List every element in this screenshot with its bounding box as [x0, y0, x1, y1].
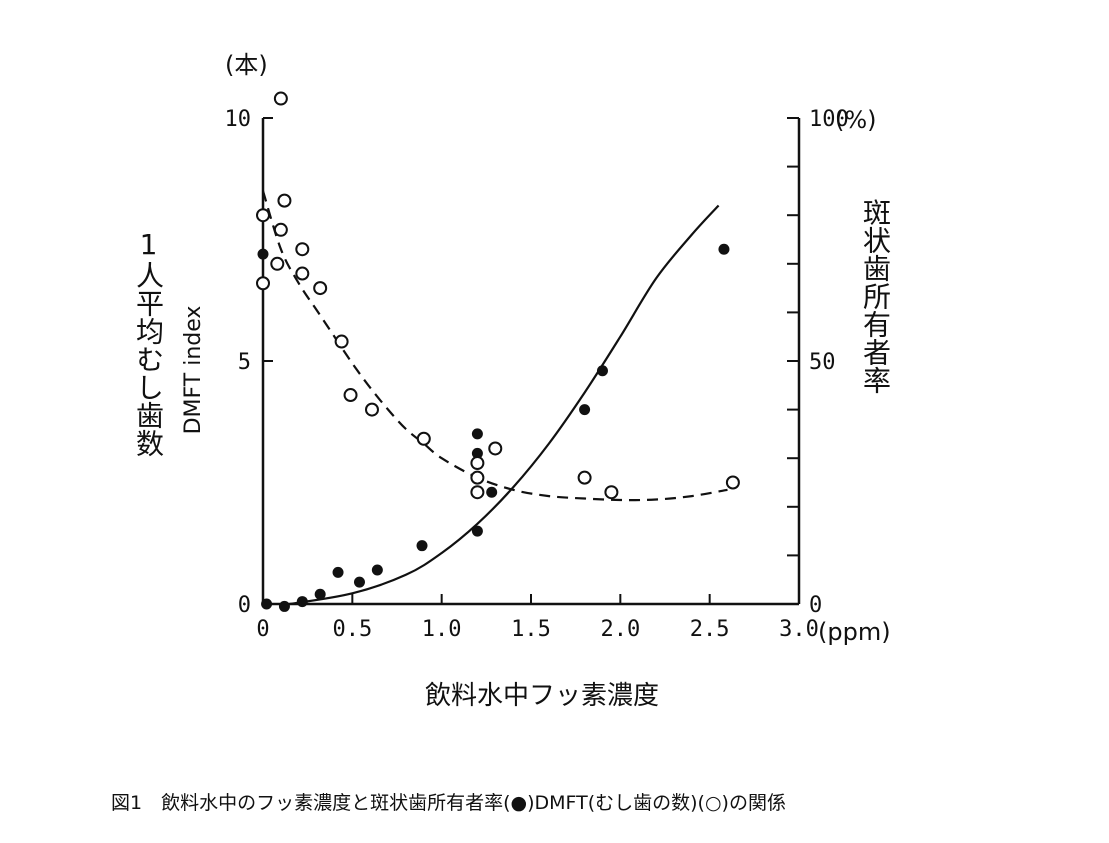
y-right-tick-label: 0 — [809, 593, 822, 618]
data-point-filled — [261, 598, 273, 610]
data-point-open — [256, 276, 270, 291]
data-point-open — [416, 431, 431, 446]
data-point-open — [273, 91, 288, 106]
fit-curve-solid — [289, 204, 720, 606]
x-tick-label: 1.0 — [422, 617, 462, 642]
y-right-tick-label: 100 — [809, 107, 849, 132]
data-point-filled — [471, 428, 483, 440]
y-left-tick-label: 0 — [238, 593, 251, 618]
y-left-tick-label: 5 — [238, 350, 251, 375]
data-point-filled — [416, 540, 428, 552]
data-point-open — [470, 485, 485, 500]
x-tick-label: 2.0 — [600, 617, 640, 642]
data-point-filled — [471, 525, 483, 537]
x-axis-label: 飲料水中フッ素濃度 — [425, 681, 660, 711]
y-left-tick-label: 10 — [225, 107, 252, 132]
data-point-open — [604, 485, 619, 500]
data-point-filled — [296, 596, 308, 608]
data-point-open — [470, 470, 485, 485]
data-point-filled — [596, 365, 608, 377]
figure-caption: 図1 飲料水中のフッ素濃度と斑状歯所有者率(●)DMFT(むし歯の数)(○)の関… — [111, 792, 786, 814]
data-point-open — [295, 266, 310, 281]
data-point-open — [313, 281, 328, 296]
ylabel-left: 1人平均むし歯数 — [132, 228, 165, 457]
fit-curve-dashed — [261, 190, 728, 502]
x-tick-label: 0 — [256, 617, 269, 642]
data-point-open — [577, 470, 592, 485]
data-point-filled — [718, 243, 730, 255]
fit-curves — [261, 190, 728, 606]
data-point-open — [273, 222, 288, 237]
data-points — [256, 91, 740, 612]
data-point-open — [725, 475, 740, 490]
data-point-filled — [257, 248, 269, 260]
data-point-filled — [371, 564, 383, 576]
x-tick-label: 3.0 — [779, 617, 819, 642]
data-point-open — [270, 256, 285, 271]
data-point-open — [256, 208, 270, 223]
data-point-filled — [471, 447, 483, 459]
data-point-filled — [332, 566, 344, 578]
left-unit-label: (本) — [225, 51, 268, 79]
data-point-filled — [278, 600, 290, 612]
data-point-filled — [579, 404, 591, 416]
data-point-open — [277, 193, 292, 208]
data-point-filled — [486, 486, 498, 498]
right-unit-label: (%) — [835, 106, 877, 134]
data-point-open — [343, 388, 358, 403]
data-point-filled — [353, 576, 365, 588]
x-tick-label: 1.5 — [511, 617, 551, 642]
data-point-open — [364, 402, 379, 417]
ylabel-left-sub: DMFT index — [181, 306, 206, 435]
data-point-open — [470, 456, 485, 471]
data-point-filled — [314, 588, 326, 600]
data-point-open — [334, 334, 349, 349]
data-point-open — [488, 441, 503, 456]
y-right-tick-label: 50 — [809, 350, 836, 375]
x-tick-label: 2.5 — [690, 617, 730, 642]
x-unit-label: (ppm) — [818, 618, 891, 646]
ylabel-right: 斑状歯所有者率 — [859, 198, 892, 394]
data-point-open — [295, 242, 310, 257]
x-tick-label: 0.5 — [332, 617, 372, 642]
